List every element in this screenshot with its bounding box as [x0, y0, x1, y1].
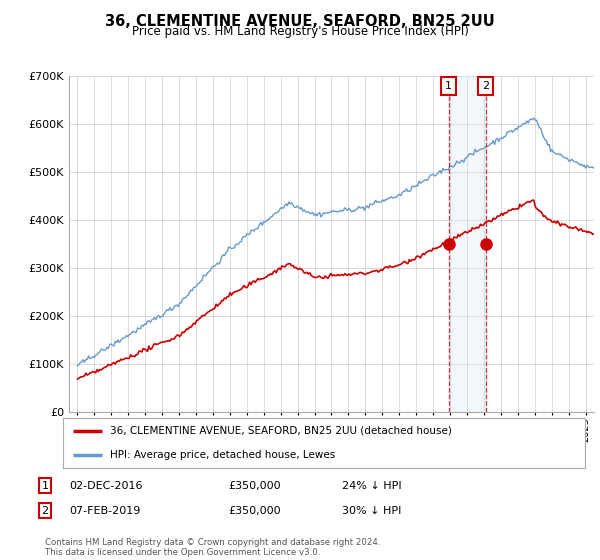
Text: 36, CLEMENTINE AVENUE, SEAFORD, BN25 2UU: 36, CLEMENTINE AVENUE, SEAFORD, BN25 2UU [105, 14, 495, 29]
Bar [449, 76, 485, 412]
Text: Contains HM Land Registry data © Crown copyright and database right 2024.
This d: Contains HM Land Registry data © Crown c… [45, 538, 380, 557]
Text: 02-DEC-2016: 02-DEC-2016 [69, 480, 143, 491]
Text: 24% ↓ HPI: 24% ↓ HPI [342, 480, 401, 491]
Text: £350,000: £350,000 [228, 480, 281, 491]
Text: £350,000: £350,000 [228, 506, 281, 516]
Text: 1: 1 [41, 480, 49, 491]
Text: HPI: Average price, detached house, Lewes: HPI: Average price, detached house, Lewe… [110, 450, 335, 460]
Text: 07-FEB-2019: 07-FEB-2019 [69, 506, 140, 516]
Text: Price paid vs. HM Land Registry's House Price Index (HPI): Price paid vs. HM Land Registry's House … [131, 25, 469, 38]
Text: 30% ↓ HPI: 30% ↓ HPI [342, 506, 401, 516]
Text: 1: 1 [445, 81, 452, 91]
Text: 2: 2 [482, 81, 489, 91]
Text: 2: 2 [41, 506, 49, 516]
Text: 36, CLEMENTINE AVENUE, SEAFORD, BN25 2UU (detached house): 36, CLEMENTINE AVENUE, SEAFORD, BN25 2UU… [110, 426, 452, 436]
